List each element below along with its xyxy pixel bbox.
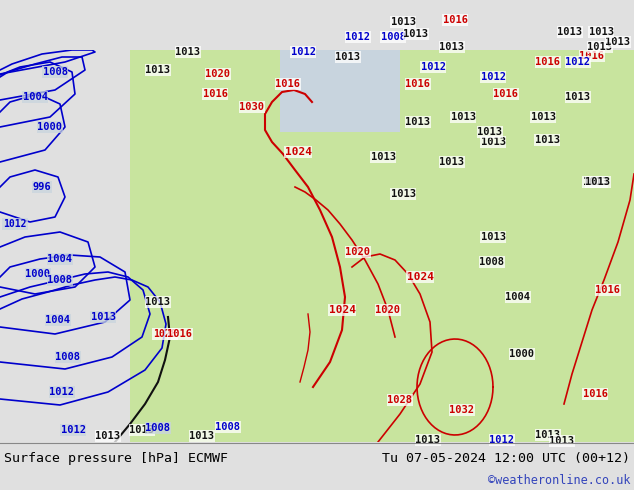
Text: 1013: 1013 [391, 189, 415, 199]
Text: 1016: 1016 [493, 89, 519, 99]
Text: 1013: 1013 [534, 135, 559, 145]
Text: 1012: 1012 [60, 425, 86, 435]
Text: 1013: 1013 [536, 430, 560, 440]
Text: 1012: 1012 [346, 32, 370, 42]
Text: 1013: 1013 [335, 52, 361, 62]
Text: 1013: 1013 [439, 157, 465, 167]
Text: 1013: 1013 [531, 112, 555, 122]
Text: 1016: 1016 [443, 15, 467, 25]
Text: 1013: 1013 [91, 312, 115, 322]
Text: 1012: 1012 [290, 47, 316, 57]
Text: 1016: 1016 [167, 329, 193, 339]
Text: 1016: 1016 [406, 79, 430, 89]
Text: 1013: 1013 [588, 42, 612, 52]
Text: 1008: 1008 [380, 32, 406, 42]
Text: 1013: 1013 [406, 117, 430, 127]
Text: 1012: 1012 [566, 57, 590, 67]
Bar [280, 50, 400, 132]
Text: ©weatheronline.co.uk: ©weatheronline.co.uk [488, 473, 630, 487]
Text: 1000: 1000 [37, 122, 63, 132]
Text: 1013: 1013 [439, 42, 465, 52]
Text: 1024: 1024 [406, 272, 434, 282]
Text: 1013: 1013 [176, 47, 200, 57]
Text: 1013: 1013 [588, 27, 614, 37]
Text: 1013: 1013 [145, 65, 171, 75]
Text: 1016: 1016 [579, 51, 604, 61]
Text: 1020: 1020 [205, 69, 231, 79]
Text: 1000: 1000 [25, 269, 51, 279]
Text: 1013: 1013 [557, 27, 583, 37]
Text: 1030: 1030 [240, 102, 264, 112]
Text: 996: 996 [32, 182, 51, 192]
Text: 1012: 1012 [420, 62, 446, 72]
Text: 1013: 1013 [451, 112, 476, 122]
Text: 1013: 1013 [586, 177, 611, 187]
Text: 1024: 1024 [285, 147, 311, 157]
Text: 1020: 1020 [375, 305, 401, 315]
Text: 1016: 1016 [276, 79, 301, 89]
Text: 1016: 1016 [595, 285, 621, 295]
Text: 1008: 1008 [48, 275, 72, 285]
Text: 1013: 1013 [481, 137, 505, 147]
Text: 1012: 1012 [481, 72, 505, 82]
Text: 1013: 1013 [190, 431, 214, 441]
Text: 1013: 1013 [129, 425, 155, 435]
Text: 1016: 1016 [202, 89, 228, 99]
Text: 1013: 1013 [477, 127, 503, 137]
Text: 1013: 1013 [145, 297, 171, 307]
Bar [130, 50, 634, 442]
Text: 1016: 1016 [536, 57, 560, 67]
Text: 1004: 1004 [46, 315, 70, 325]
Text: 1013: 1013 [605, 37, 630, 47]
Text: 1008: 1008 [42, 67, 67, 77]
Text: 1016: 1016 [583, 389, 607, 399]
Text: 1032: 1032 [450, 405, 474, 415]
Text: Surface pressure [hPa] ECMWF: Surface pressure [hPa] ECMWF [4, 451, 228, 465]
Text: 1013: 1013 [566, 92, 590, 102]
Text: 1028: 1028 [387, 395, 413, 405]
Text: 1013: 1013 [481, 232, 505, 242]
Text: 1000: 1000 [510, 349, 534, 359]
Text: 1013: 1013 [583, 177, 607, 187]
Text: 1008: 1008 [479, 257, 505, 267]
Text: 1004: 1004 [22, 92, 48, 102]
Text: 1013: 1013 [391, 17, 415, 27]
Text: 1013: 1013 [96, 431, 120, 441]
Text: 1028: 1028 [153, 329, 177, 339]
Text: 1004: 1004 [505, 292, 531, 302]
Text: 1008: 1008 [56, 352, 81, 362]
Text: 1013: 1013 [403, 29, 429, 39]
Text: 1008: 1008 [145, 423, 171, 433]
Text: 1012: 1012 [489, 435, 515, 445]
Text: 1024: 1024 [328, 305, 356, 315]
Text: 1020: 1020 [346, 247, 370, 257]
Text: 1012: 1012 [3, 219, 27, 229]
Text: 1013: 1013 [415, 435, 441, 445]
Text: 1012: 1012 [49, 387, 75, 397]
Text: 1008: 1008 [216, 422, 240, 432]
Text: Tu 07-05-2024 12:00 UTC (00+12): Tu 07-05-2024 12:00 UTC (00+12) [382, 451, 630, 465]
Text: 1004: 1004 [48, 254, 72, 264]
Text: 1013: 1013 [550, 436, 574, 446]
Text: 1013: 1013 [370, 152, 396, 162]
